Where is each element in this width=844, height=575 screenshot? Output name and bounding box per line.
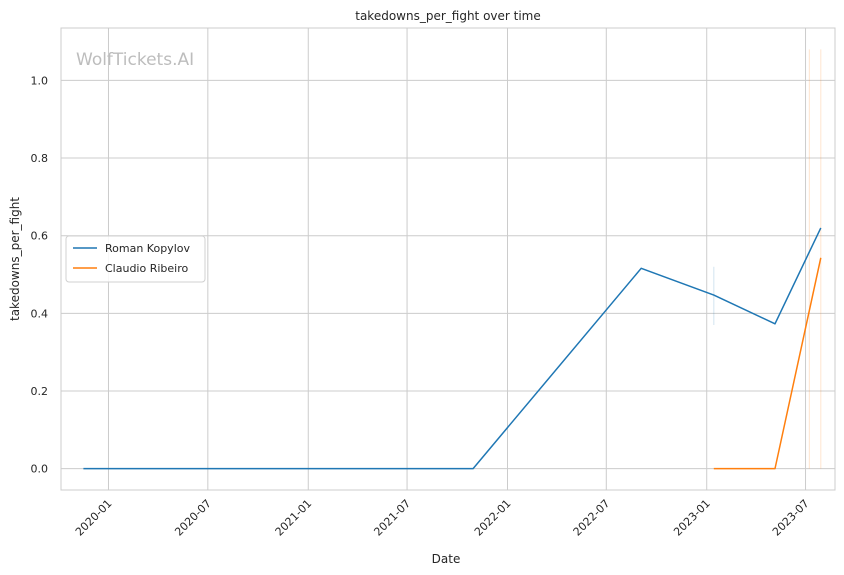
series-line-roman-kopylov [83,227,822,470]
series-line-claudio-ribeiro [713,257,822,470]
y-tick-label: 0.8 [31,152,49,165]
y-tick-label: 0.6 [31,230,49,243]
series-lines [83,227,822,470]
legend-box [65,235,206,283]
legend-label-claudio-ribeiro: Claudio Ribeiro [105,262,189,275]
y-tick-label: 1.0 [31,74,49,87]
y-axis-ticks: 0.0 0.2 0.4 0.6 0.8 1.0 [31,74,49,475]
y-axis-title: takedowns_per_fight [8,197,22,321]
x-axis-title: Date [432,552,461,566]
watermark: WolfTickets.AI [76,50,194,70]
y-tick-label: 0.2 [31,385,49,398]
plot-area-frame [60,27,836,491]
y-tick-label: 0.0 [31,463,49,476]
legend: Roman Kopylov Claudio Ribeiro [65,235,206,283]
legend-label-roman-kopylov: Roman Kopylov [105,242,190,255]
y-tick-label: 0.4 [31,307,49,320]
chart-title: takedowns_per_fight over time [355,9,541,23]
